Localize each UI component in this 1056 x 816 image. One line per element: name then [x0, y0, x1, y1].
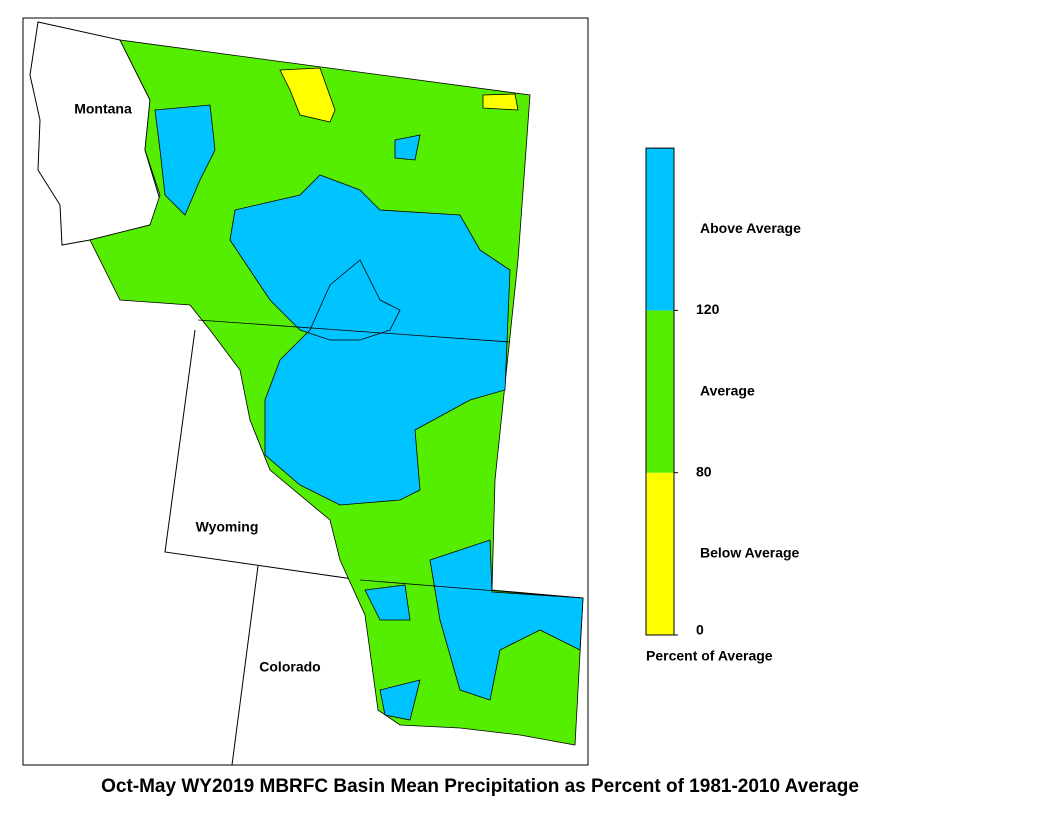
state-label: Montana [74, 101, 132, 117]
basin-above [364, 584, 411, 621]
map: Montana Wyoming Colorado [22, 17, 589, 766]
legend-swatch [646, 472, 674, 635]
basin-above [394, 134, 421, 161]
basin-above [429, 539, 584, 701]
legend-tick-label: 0 [696, 622, 704, 638]
legend-class-label: Average [700, 382, 755, 398]
basin-above [379, 679, 421, 721]
basin-below [279, 67, 336, 123]
colorado-outline [231, 565, 259, 766]
map-title: Oct-May WY2019 MBRFC Basin Mean Precipit… [101, 776, 859, 797]
basin-below [482, 93, 519, 111]
basin-above [229, 174, 511, 506]
legend-class-label: Above Average [700, 220, 801, 236]
state-border [359, 579, 584, 599]
legend-swatch [646, 310, 674, 473]
basin-above [154, 104, 216, 216]
state-label: Colorado [259, 659, 320, 675]
legend-class-label: Below Average [700, 545, 800, 561]
legend-tick-label: 120 [696, 301, 720, 317]
legend: Below Average Average Above Average 0 80 120 P… [645, 147, 801, 664]
state-label: Wyoming [196, 519, 259, 535]
state-border [197, 319, 511, 343]
legend-frame [645, 147, 675, 636]
legend-title: Percent of Average [646, 648, 773, 664]
legend-tick-label: 80 [696, 463, 712, 479]
legend-swatch [646, 148, 674, 311]
